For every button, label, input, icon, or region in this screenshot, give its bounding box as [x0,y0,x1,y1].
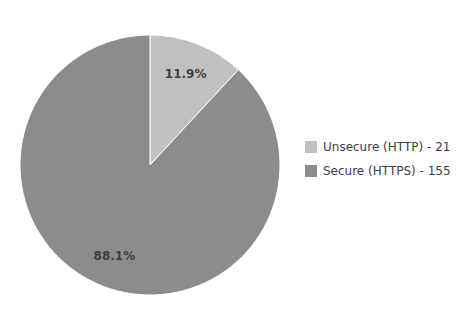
pie-slices [20,35,280,295]
legend: Unsecure (HTTP) - 21 Secure (HTTPS) - 155 [305,140,451,178]
data-label: 88.1% [94,249,136,263]
legend-label: Secure (HTTPS) - 155 [323,164,451,178]
chart: 11.9% 88.1% Unsecure (HTTP) - 21 Secure (HT… [0,0,473,330]
legend-label: Unsecure (HTTP) - 21 [323,140,450,154]
chart-container: 11.9% 88.1% Unsecure (HTTP) - 21 Secure (HT… [0,0,473,330]
data-label: 11.9% [165,67,207,81]
data-labels: 11.9% 88.1% [94,67,207,263]
pie-slice [20,35,280,295]
legend-swatch [305,165,317,177]
legend-swatch [305,141,317,153]
